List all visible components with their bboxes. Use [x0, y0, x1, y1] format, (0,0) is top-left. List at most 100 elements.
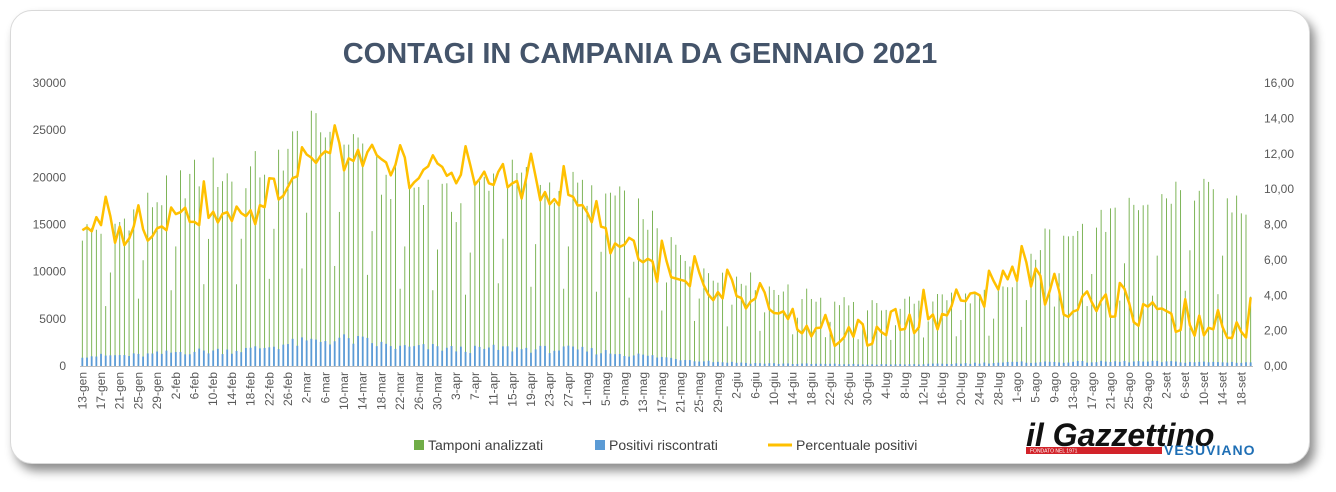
bar-tamponi — [1063, 235, 1065, 366]
bar-positivi — [894, 364, 897, 366]
bar-tamponi — [432, 290, 434, 366]
bar-positivi — [273, 346, 275, 366]
bar-positivi — [955, 363, 958, 366]
bar-tamponi — [661, 310, 663, 366]
x-tick-label: 21-gen — [113, 372, 127, 409]
bar-positivi — [492, 344, 495, 366]
bar-tamponi — [493, 173, 495, 366]
bar-positivi — [1240, 362, 1243, 366]
bar-tamponi — [619, 186, 621, 366]
bar-tamponi — [549, 182, 551, 366]
bar-tamponi — [133, 209, 135, 366]
y-right-tick-label: 16,00 — [1264, 76, 1294, 90]
bar-positivi — [768, 363, 771, 366]
bar-positivi — [632, 355, 635, 366]
bar-positivi — [1006, 361, 1009, 366]
x-axis-labels: 13-gen 17-gen 21-gen 25-gen 29-gen 2-feb 6-feb… — [75, 371, 1248, 412]
bar-positivi — [296, 345, 299, 366]
bar-positivi — [777, 363, 780, 366]
y-axis-right: 0,00 2,00 4,00 6,00 8,00 10,00 12,00 14,00 16,00 — [1264, 76, 1294, 373]
bar-tamponi — [315, 113, 317, 366]
line-percentuale — [81, 124, 1252, 348]
bar-tamponi — [1245, 214, 1247, 366]
bar-positivi — [249, 347, 252, 366]
bar-tamponi — [656, 228, 658, 366]
bar-positivi — [1044, 361, 1046, 366]
bar-positivi — [833, 363, 836, 366]
bar-positivi — [86, 357, 88, 366]
x-tick-label: 9-ago — [1047, 372, 1061, 403]
bar-tamponi — [352, 134, 354, 366]
x-tick-label: 17-gen — [94, 372, 108, 409]
bar-tamponi — [217, 186, 219, 366]
x-tick-label: 18-set — [1234, 371, 1248, 405]
bar-positivi — [717, 361, 719, 366]
bar-positivi — [282, 344, 285, 366]
bar-tamponi — [544, 193, 546, 366]
bar-tamponi — [694, 320, 695, 366]
bar-positivi — [464, 351, 467, 366]
bar-tamponi — [586, 205, 588, 366]
bar-tamponi — [357, 137, 359, 366]
bar-positivi — [385, 343, 388, 366]
bar-tamponi — [974, 292, 976, 366]
bar-positivi — [988, 363, 990, 366]
bar-tamponi — [474, 180, 476, 366]
bar-tamponi — [310, 110, 312, 366]
bar-positivi — [604, 350, 607, 366]
bar-positivi — [899, 364, 902, 366]
x-tick-label: 21-mag — [674, 372, 688, 413]
bar-positivi — [226, 349, 229, 366]
bar-positivi — [445, 347, 448, 366]
y-left-tick-label: 20000 — [33, 170, 67, 184]
bar-tamponi — [726, 326, 728, 366]
bar-positivi — [969, 363, 972, 366]
bar-tamponi — [189, 173, 191, 366]
bar-tamponi — [516, 173, 518, 366]
x-tick-label: 14-giu — [786, 372, 800, 405]
bar-tamponi — [1231, 212, 1233, 366]
bar-positivi — [1020, 361, 1023, 366]
bar-positivi — [1235, 362, 1238, 366]
bar-tamponi — [824, 337, 826, 366]
x-tick-label: 10-set — [1197, 371, 1211, 405]
bar-positivi — [960, 363, 962, 366]
bar-tamponi — [194, 159, 195, 366]
y-right-tick-label: 10,00 — [1264, 182, 1294, 196]
bar-positivi — [829, 363, 831, 366]
x-tick-label: 29-gen — [150, 372, 164, 409]
bar-positivi — [132, 353, 135, 366]
bar-tamponi — [137, 298, 139, 366]
bar-tamponi — [857, 339, 859, 366]
bar-tamponi — [885, 309, 887, 366]
bar-tamponi — [371, 231, 373, 366]
bar-positivi — [1146, 361, 1149, 366]
bar-tamponi — [1180, 190, 1182, 366]
bar-positivi — [123, 355, 126, 366]
bar-tamponi — [236, 284, 238, 366]
bar-positivi — [688, 360, 691, 366]
y-right-tick-label: 12,00 — [1264, 147, 1294, 161]
bar-tamponi — [745, 285, 747, 366]
bar-tamponi — [469, 252, 471, 366]
bar-tamponi — [558, 191, 560, 366]
bar-tamponi — [502, 238, 504, 366]
bar-positivi — [1245, 362, 1247, 366]
bar-positivi — [1081, 361, 1084, 366]
bar-tamponi — [838, 305, 840, 366]
bar-tamponi — [680, 255, 681, 366]
bar-positivi — [665, 357, 668, 366]
x-tick-label: 29-ago — [1141, 372, 1155, 410]
y-right-tick-label: 8,00 — [1264, 218, 1288, 232]
bar-tamponi — [876, 303, 878, 366]
bar-positivi — [562, 346, 565, 366]
bar-positivi — [590, 348, 593, 366]
bar-positivi — [263, 347, 266, 366]
bar-tamponi — [843, 297, 845, 366]
bar-positivi — [572, 346, 574, 366]
bar-tamponi — [212, 157, 214, 366]
bar-tamponi — [166, 175, 167, 366]
bar-tamponi — [652, 210, 653, 366]
bar-positivi — [628, 356, 631, 366]
bar-positivi — [637, 353, 640, 366]
